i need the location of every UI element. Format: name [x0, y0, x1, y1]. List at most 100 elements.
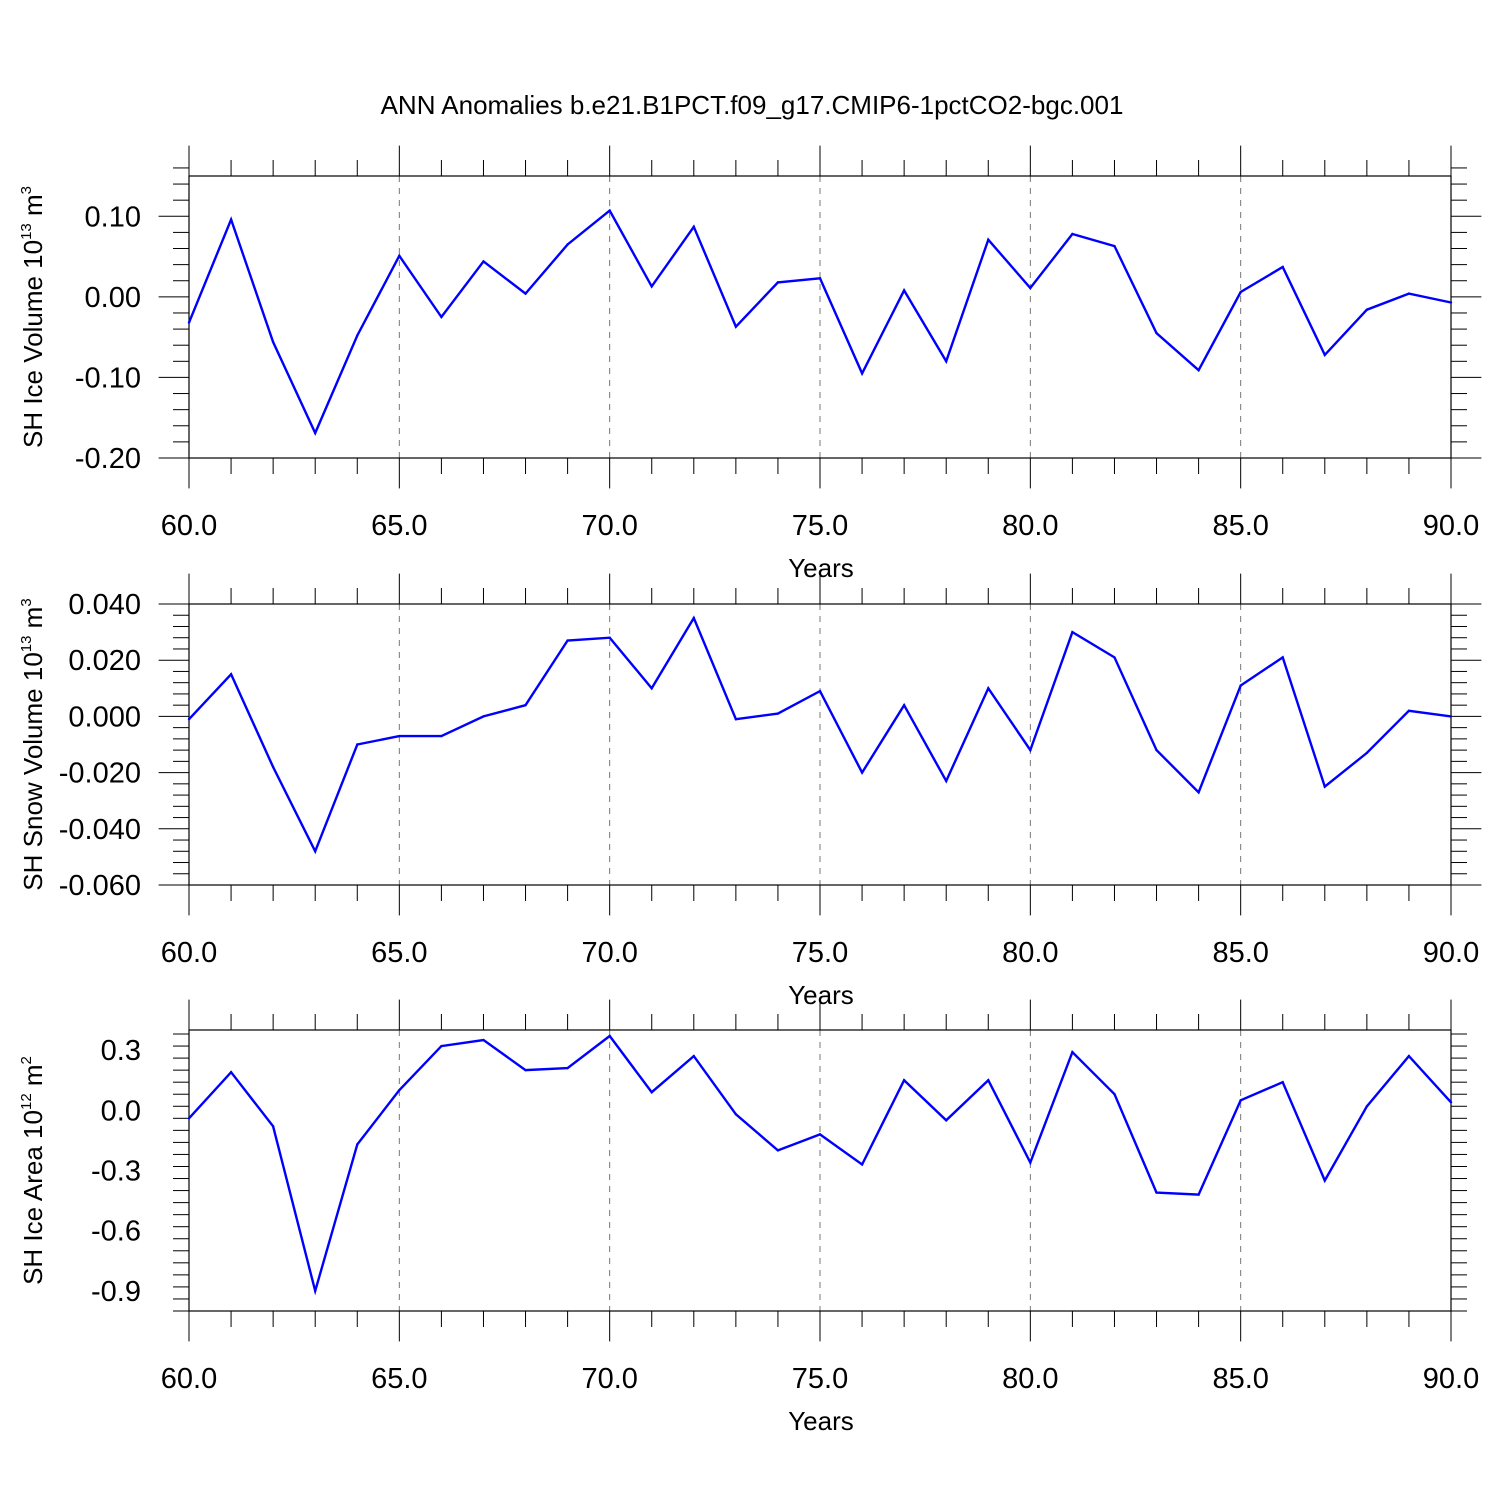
data-point — [692, 616, 695, 620]
data-point — [440, 1044, 443, 1048]
data-point — [650, 1091, 653, 1094]
y-axis-label-exponent: 12 — [18, 1093, 35, 1110]
data-point — [1155, 331, 1158, 335]
y-axis-label: SH Snow Volume 1013 m3 — [18, 598, 48, 890]
data-point — [608, 636, 611, 639]
data-point — [229, 1070, 233, 1074]
x-tick-label: 85.0 — [1212, 937, 1268, 969]
data-point — [1365, 1105, 1369, 1108]
data-point — [398, 734, 401, 738]
y-axis-label-text: SH Ice Area 10 — [18, 1110, 48, 1285]
data-point — [776, 1149, 780, 1152]
data-point — [987, 687, 990, 690]
data-point — [229, 673, 233, 676]
x-axis-label: Years — [788, 1406, 854, 1436]
figure-title: ANN Anomalies b.e21.B1PCT.f09_g17.CMIP6-… — [381, 90, 1124, 120]
data-point — [524, 1068, 527, 1072]
x-tick-label: 80.0 — [1002, 1363, 1058, 1395]
data-point — [1239, 290, 1242, 294]
panel-2: 60.0 65.0 70.0 75.0 80.0 85.0 90.0 Years -0.060 -… — [18, 573, 1482, 1010]
data-point — [734, 325, 738, 328]
data-point — [1281, 656, 1284, 659]
x-tick-label: 90.0 — [1423, 510, 1479, 542]
x-tick-label: 65.0 — [371, 1363, 427, 1395]
data-point — [187, 1117, 191, 1120]
y-axis-label: SH Ice Volume 1013 m3 — [18, 186, 48, 448]
x-tick-label: 60.0 — [161, 1363, 217, 1395]
y-axis-label-unit: m — [18, 1064, 48, 1093]
data-point — [650, 285, 653, 288]
x-tick-label: 70.0 — [581, 1363, 637, 1395]
y-tick-label: -0.20 — [75, 443, 141, 475]
data-point — [314, 1289, 317, 1293]
y-tick-label: 0.10 — [85, 201, 141, 233]
data-point — [1113, 244, 1116, 248]
data-point — [1113, 656, 1116, 659]
x-axis-label: Years — [788, 980, 854, 1010]
data-point — [902, 289, 906, 292]
data-point — [1197, 368, 1200, 372]
data-point — [566, 1066, 569, 1070]
y-axis-label-unit-exponent: 3 — [18, 186, 35, 194]
data-point — [1407, 292, 1411, 295]
data-point — [1449, 1101, 1453, 1104]
data-point — [1323, 1179, 1327, 1182]
data-point — [271, 340, 275, 344]
x-tick-label: 75.0 — [792, 1363, 848, 1395]
data-point — [1239, 1099, 1242, 1102]
x-tick-label: 75.0 — [792, 510, 848, 542]
data-point — [945, 779, 948, 783]
data-point — [482, 715, 485, 718]
data-point — [187, 718, 191, 721]
x-tick-label: 65.0 — [371, 937, 427, 969]
y-tick-label: 0.0 — [101, 1095, 141, 1127]
data-point — [1281, 1080, 1284, 1084]
x-tick-label: 60.0 — [161, 510, 217, 542]
data-point — [1113, 1093, 1116, 1096]
data-point — [271, 1125, 275, 1128]
data-point — [1449, 715, 1453, 718]
x-tick-label: 90.0 — [1423, 1363, 1479, 1395]
data-point — [440, 315, 443, 319]
data-point — [1197, 791, 1200, 794]
x-tick-label: 90.0 — [1423, 937, 1479, 969]
x-axis-label: Years — [788, 553, 854, 583]
data-point — [650, 687, 653, 690]
y-axis-label-exponent: 13 — [18, 223, 35, 240]
y-tick-label: -0.10 — [75, 362, 141, 394]
y-axis-label-text: SH Ice Volume 10 — [18, 240, 48, 448]
data-point — [1029, 1161, 1032, 1164]
data-point — [1365, 751, 1369, 755]
data-point — [271, 765, 275, 769]
data-point — [860, 771, 864, 774]
data-point — [1365, 308, 1369, 311]
data-point — [945, 1119, 948, 1122]
x-tick-label: 85.0 — [1212, 1363, 1268, 1395]
y-axis-label-exponent: 13 — [18, 636, 35, 653]
data-point — [818, 277, 822, 280]
data-point — [692, 1054, 695, 1058]
x-tick-label: 65.0 — [371, 510, 427, 542]
x-tick-label: 70.0 — [581, 510, 637, 542]
y-tick-label: -0.020 — [59, 758, 141, 790]
data-point — [987, 238, 990, 241]
data-point — [1197, 1193, 1200, 1196]
data-point — [776, 712, 780, 715]
data-point — [1071, 630, 1074, 634]
y-tick-label: -0.060 — [59, 870, 141, 902]
panel-3: 60.0 65.0 70.0 75.0 80.0 85.0 90.0 Years -0.9 -0.… — [18, 999, 1479, 1436]
data-point — [482, 260, 485, 263]
y-tick-label: 0.000 — [68, 701, 141, 733]
data-point — [734, 718, 738, 721]
y-tick-label: 0.00 — [85, 282, 141, 314]
data-point — [440, 734, 443, 738]
y-tick-label: -0.9 — [91, 1276, 141, 1308]
data-point — [818, 689, 822, 693]
data-point — [1407, 1054, 1411, 1058]
data-point — [1155, 1191, 1158, 1194]
y-tick-label: -0.6 — [91, 1216, 141, 1248]
data-point — [524, 703, 527, 707]
x-tick-label: 80.0 — [1002, 937, 1058, 969]
x-tick-label: 60.0 — [161, 937, 217, 969]
data-point — [1071, 232, 1074, 236]
